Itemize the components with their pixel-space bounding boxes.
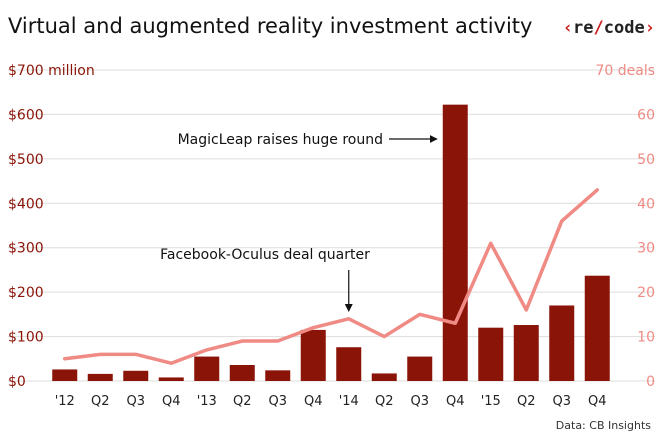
chart-title: Virtual and augmented reality investment…: [8, 14, 532, 38]
y-right-tick-label: 0: [646, 374, 655, 390]
x-tick-label: Q3: [126, 394, 145, 409]
y-left-tick-label: $500: [8, 152, 44, 168]
y-right-tick-label: 20: [637, 285, 655, 301]
x-tick-label: Q2: [91, 394, 110, 409]
bar: [87, 373, 113, 381]
bar: [336, 347, 362, 381]
deals-line: [63, 188, 599, 365]
bar: [442, 104, 468, 381]
line-layer: [63, 188, 599, 365]
bar: [300, 329, 326, 381]
y-left-tick-label: $200: [8, 285, 44, 301]
y-left-tick-label: $100: [8, 330, 44, 346]
x-tick-label: '13: [197, 394, 217, 409]
y-left-tick-label: $700 million: [8, 63, 95, 79]
annotation-layer: MagicLeap raises huge round Facebook-Ocul…: [160, 132, 438, 312]
x-tick-label: Q3: [552, 394, 571, 409]
y-left-tick-label: $600: [8, 107, 44, 123]
bar: [478, 327, 504, 381]
x-tick-label: '14: [339, 394, 359, 409]
y-right-tick-label: 50: [637, 152, 655, 168]
axis-layer: $0 $100 $200 $300 $400 $500 $600 $700 million 0 1…: [8, 63, 655, 409]
bar: [584, 275, 610, 381]
y-left-tick-label: $400: [8, 196, 44, 212]
bar: [194, 356, 220, 381]
annotation-label: MagicLeap raises huge round: [178, 132, 383, 148]
y-right-tick-label: 30: [637, 241, 655, 257]
x-tick-label: Q3: [268, 394, 287, 409]
bar: [158, 377, 184, 381]
bar: [371, 373, 397, 381]
brand-logo: ‹re/code›: [563, 18, 655, 38]
bar: [513, 325, 539, 381]
x-tick-label: '15: [481, 394, 501, 409]
bar-layer: [52, 104, 610, 381]
x-tick-label: Q3: [410, 394, 429, 409]
x-tick-label: Q4: [304, 394, 323, 409]
bar: [549, 305, 575, 381]
y-left-tick-label: $0: [8, 374, 26, 390]
y-right-tick-label: 70 deals: [595, 63, 655, 79]
y-right-tick-label: 60: [637, 107, 655, 123]
bar: [123, 370, 149, 381]
x-tick-label: '12: [55, 394, 75, 409]
x-tick-label: Q4: [446, 394, 465, 409]
bar: [407, 356, 433, 381]
x-tick-label: Q4: [588, 394, 607, 409]
y-right-tick-label: 10: [637, 330, 655, 346]
x-tick-label: Q2: [517, 394, 536, 409]
bar: [229, 365, 255, 381]
y-left-tick-label: $300: [8, 241, 44, 257]
x-tick-label: Q2: [233, 394, 252, 409]
bar: [52, 369, 78, 381]
source-note: Data: CB Insights: [556, 419, 651, 432]
grid-layer: [8, 69, 655, 382]
bar: [265, 370, 291, 381]
x-tick-label: Q2: [375, 394, 394, 409]
annotation-label: Facebook-Oculus deal quarter: [160, 247, 370, 263]
x-tick-label: Q4: [162, 394, 181, 409]
y-right-tick-label: 40: [637, 196, 655, 212]
